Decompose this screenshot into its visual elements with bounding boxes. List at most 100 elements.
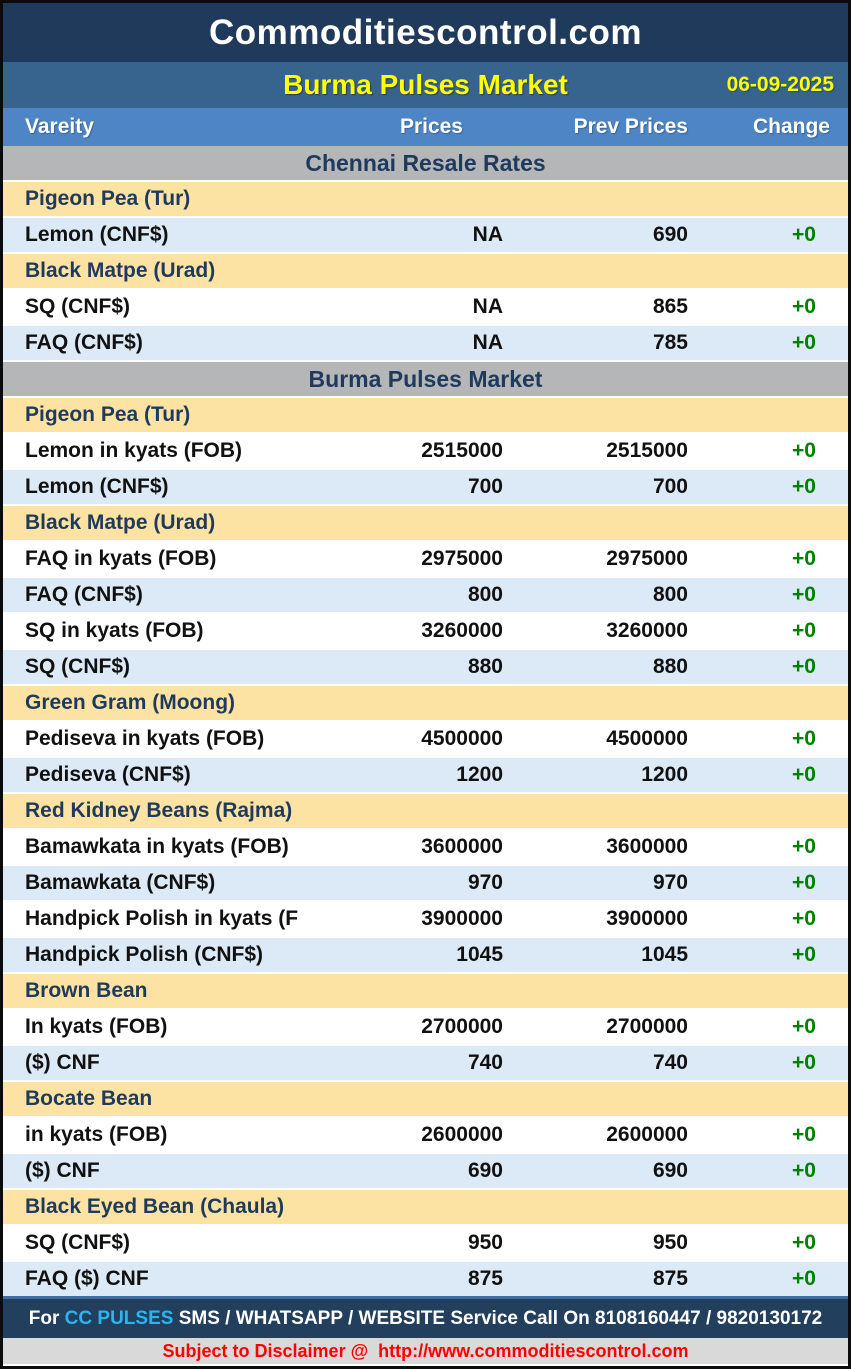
data-row: FAQ ($) CNF 875 875 +0 <box>3 1260 848 1296</box>
report-date: 06-09-2025 <box>726 73 834 96</box>
data-row: In kyats (FOB) 2700000 2700000 +0 <box>3 1008 848 1044</box>
data-row: FAQ in kyats (FOB) 2975000 2975000 +0 <box>3 540 848 576</box>
price-value: 690 <box>467 1159 503 1182</box>
category-row: Black Matpe (Urad) <box>3 252 848 288</box>
prev-price-value: 700 <box>652 475 688 498</box>
variety-label: Pediseva (CNF$) <box>25 763 191 786</box>
variety-label: SQ (CNF$) <box>25 1231 130 1254</box>
change-value: +0 <box>792 1123 816 1146</box>
data-row: Pediseva in kyats (FOB) 4500000 4500000 +0 <box>3 720 848 756</box>
variety-label: Bamawkata in kyats (FOB) <box>25 835 289 858</box>
price-value: 800 <box>467 583 503 606</box>
change-value: +0 <box>792 439 816 462</box>
change-value: +0 <box>792 1051 816 1074</box>
footer-brand: CC PULSES <box>64 1307 174 1329</box>
prev-price-value: 740 <box>652 1051 688 1074</box>
change-value: +0 <box>792 619 816 642</box>
prev-price-value: 1045 <box>641 943 688 966</box>
category-label: Black Eyed Bean (Chaula) <box>25 1195 285 1218</box>
variety-label: Lemon (CNF$) <box>25 223 169 246</box>
category-row: Black Eyed Bean (Chaula) <box>3 1188 848 1224</box>
change-value: +0 <box>792 475 816 498</box>
prev-price-value: 1200 <box>641 763 688 786</box>
variety-label: ($) CNF <box>25 1051 100 1074</box>
data-row: ($) CNF 690 690 +0 <box>3 1152 848 1188</box>
disclaimer-bar: Subject to Disclaimer @ http://www.commo… <box>3 1338 848 1364</box>
report-title-bar: Burma Pulses Market 06-09-2025 <box>3 62 848 108</box>
change-value: +0 <box>792 871 816 894</box>
data-row: FAQ (CNF$) 800 800 +0 <box>3 576 848 612</box>
price-value: 1200 <box>456 763 503 786</box>
data-row: SQ in kyats (FOB) 3260000 3260000 +0 <box>3 612 848 648</box>
price-value: 2700000 <box>421 1015 503 1038</box>
change-value: +0 <box>792 727 816 750</box>
change-value: +0 <box>792 223 816 246</box>
rates-table: Chennai Resale Rates Pigeon Pea (Tur) Lemo… <box>3 146 848 1296</box>
change-value: +0 <box>792 583 816 606</box>
data-row: Handpick Polish (CNF$) 1045 1045 +0 <box>3 936 848 972</box>
column-header-vareity: Vareity <box>25 115 94 138</box>
column-header-prices: Prices <box>399 115 463 138</box>
variety-label: in kyats (FOB) <box>25 1123 168 1146</box>
change-value: +0 <box>792 295 816 318</box>
variety-label: FAQ (CNF$) <box>25 331 143 354</box>
change-value: +0 <box>792 1159 816 1182</box>
change-value: +0 <box>792 1267 816 1290</box>
variety-label: SQ (CNF$) <box>25 295 130 318</box>
price-value: NA <box>472 295 503 318</box>
service-footer: For CC PULSES SMS / WHATSAPP / WEBSITE S… <box>3 1296 848 1338</box>
prev-price-value: 2700000 <box>606 1015 688 1038</box>
prev-price-value: 4500000 <box>606 727 688 750</box>
price-value: 3600000 <box>421 835 503 858</box>
price-value: 875 <box>467 1267 503 1290</box>
disclaimer-link[interactable]: http://www.commoditiescontrol.com <box>378 1340 689 1361</box>
prev-price-value: 3600000 <box>606 835 688 858</box>
footer-contact-text: SMS / WHATSAPP / WEBSITE Service Call On… <box>173 1307 823 1329</box>
prev-price-value: 785 <box>652 331 688 354</box>
variety-label: Pediseva in kyats (FOB) <box>25 727 265 750</box>
variety-label: FAQ in kyats (FOB) <box>25 547 217 570</box>
variety-label: In kyats (FOB) <box>25 1015 168 1038</box>
data-row: FAQ (CNF$) NA 785 +0 <box>3 324 848 360</box>
column-header-change: Change <box>752 115 830 138</box>
variety-label: Handpick Polish (CNF$) <box>25 943 264 966</box>
variety-label: SQ (CNF$) <box>25 655 130 678</box>
prev-price-value: 2515000 <box>606 439 688 462</box>
data-row: SQ (CNF$) NA 865 +0 <box>3 288 848 324</box>
variety-label: Lemon (CNF$) <box>25 475 169 498</box>
data-row: Handpick Polish in kyats (F 3900000 390000… <box>3 900 848 936</box>
change-value: +0 <box>792 547 816 570</box>
data-row: in kyats (FOB) 2600000 2600000 +0 <box>3 1116 848 1152</box>
footer-prefix: For <box>28 1307 65 1329</box>
disclaimer-text: Subject to Disclaimer @ <box>162 1340 379 1361</box>
price-value: 1045 <box>456 943 503 966</box>
variety-label: FAQ ($) CNF <box>25 1267 149 1290</box>
prev-price-value: 690 <box>652 1159 688 1182</box>
category-row: Brown Bean <box>3 972 848 1008</box>
section-header-row: Chennai Resale Rates <box>3 146 848 180</box>
category-row: Red Kidney Beans (Rajma) <box>3 792 848 828</box>
price-value: NA <box>472 223 503 246</box>
data-row: ($) CNF 740 740 +0 <box>3 1044 848 1080</box>
variety-label: Handpick Polish in kyats (F <box>25 907 299 930</box>
category-row: Bocate Bean <box>3 1080 848 1116</box>
category-label: Green Gram (Moong) <box>25 691 236 714</box>
change-value: +0 <box>792 1015 816 1038</box>
change-value: +0 <box>792 943 816 966</box>
category-row: Pigeon Pea (Tur) <box>3 180 848 216</box>
change-value: +0 <box>792 331 816 354</box>
price-value: 740 <box>467 1051 503 1074</box>
column-header-row: Vareity Prices Prev Prices Change <box>3 108 848 146</box>
variety-label: ($) CNF <box>25 1159 100 1182</box>
variety-label: FAQ (CNF$) <box>25 583 143 606</box>
price-value: 950 <box>467 1231 503 1254</box>
price-value: 2515000 <box>421 439 503 462</box>
category-label: Pigeon Pea (Tur) <box>25 187 191 210</box>
category-label: Black Matpe (Urad) <box>25 259 216 282</box>
prev-price-value: 690 <box>652 223 688 246</box>
price-value: 2975000 <box>421 547 503 570</box>
section-header-row: Burma Pulses Market <box>3 360 848 396</box>
site-title: Commoditiescontrol.com <box>209 12 642 52</box>
category-label: Pigeon Pea (Tur) <box>25 403 191 426</box>
